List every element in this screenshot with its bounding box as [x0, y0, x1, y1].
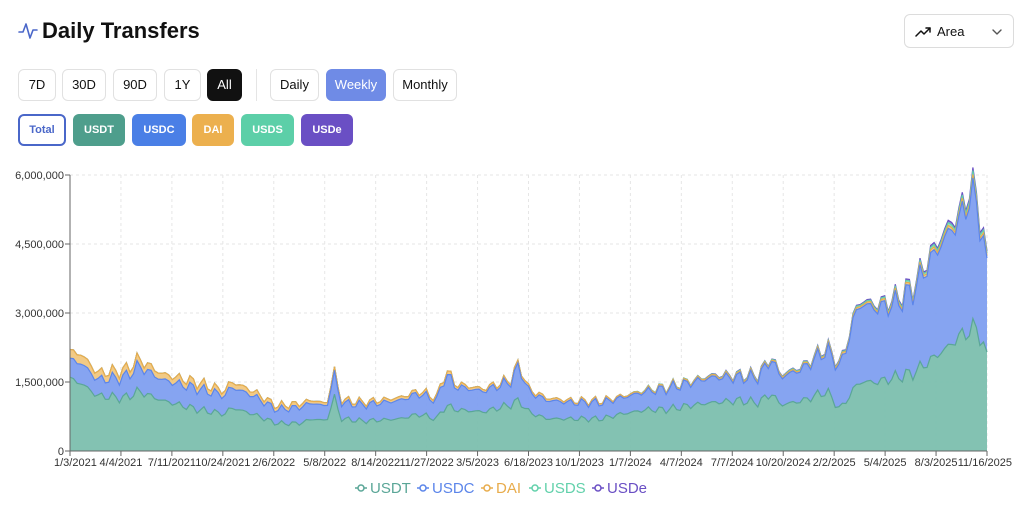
area-chart-svg: 0 1,500,000 3,000,000 4,500,000 6,000,000 1/3… — [15, 167, 1012, 497]
controls-divider — [256, 69, 257, 101]
y-tick-label: 6,000,000 — [15, 170, 64, 182]
x-tick-label: 10/1/2023 — [555, 457, 604, 469]
trending-up-icon — [915, 27, 931, 37]
x-tick-label: 5/4/2025 — [864, 457, 907, 469]
x-tick-label: 11/16/2025 — [958, 457, 1012, 469]
legend-label-usdc: USDC — [432, 480, 475, 497]
series-dai-button[interactable]: DAI — [192, 114, 234, 146]
x-tick-label: 4/7/2024 — [660, 457, 703, 469]
x-tick-label: 1/3/2021 — [54, 457, 97, 469]
x-tick-label: 8/3/2025 — [915, 457, 958, 469]
range-90d-button[interactable]: 90D — [113, 69, 157, 101]
x-tick-label: 10/24/2021 — [195, 457, 250, 469]
line-usdt — [69, 316, 988, 427]
x-tick-label: 1/7/2024 — [609, 457, 652, 469]
x-tick-label: 3/5/2023 — [456, 457, 499, 469]
legend-swatch-marker — [594, 484, 602, 492]
x-tick-label: 2/6/2022 — [252, 457, 295, 469]
x-tick-label: 4/4/2021 — [100, 457, 143, 469]
series-usdt-button[interactable]: USDT — [73, 114, 125, 146]
legend-label-usdt: USDT — [370, 480, 411, 497]
x-tick-label: 7/7/2024 — [711, 457, 754, 469]
activity-icon — [18, 23, 38, 39]
series-usde-button[interactable]: USDe — [301, 114, 353, 146]
y-tick-label: 3,000,000 — [15, 308, 64, 320]
range-all-button[interactable]: All — [207, 69, 242, 101]
line-usdc — [69, 177, 988, 414]
y-tick-label: 0 — [58, 446, 64, 458]
chart-type-label: Area — [937, 24, 965, 39]
legend-label-dai: DAI — [496, 480, 521, 497]
legend-swatch-marker — [531, 484, 539, 492]
x-tick-label: 10/20/2024 — [756, 457, 811, 469]
interval-weekly-button[interactable]: Weekly — [326, 69, 386, 101]
interval-monthly-button[interactable]: Monthly — [393, 69, 457, 101]
series-usds-button[interactable]: USDS — [241, 114, 294, 146]
range-30d-button[interactable]: 30D — [62, 69, 106, 101]
header: Daily Transfers Area — [18, 14, 1014, 50]
x-tick-label: 7/11/2021 — [148, 457, 196, 469]
chart-type-select[interactable]: Area — [904, 14, 1014, 48]
legend-swatch-marker — [357, 484, 365, 492]
interval-daily-button[interactable]: Daily — [270, 69, 319, 101]
x-tick-label: 5/8/2022 — [303, 457, 346, 469]
range-7d-button[interactable]: 7D — [18, 69, 56, 101]
transfers-chart: 0 1,500,000 3,000,000 4,500,000 6,000,000 1/3… — [0, 160, 1032, 519]
chevron-down-icon — [992, 29, 1002, 35]
y-tick-label: 4,500,000 — [15, 239, 64, 251]
page-title: Daily Transfers — [42, 18, 200, 43]
legend-label-usde: USDe — [607, 480, 647, 497]
x-tick-label: 2/2/2025 — [813, 457, 856, 469]
range-1y-button[interactable]: 1Y — [164, 69, 201, 101]
legend-swatch-marker — [419, 484, 427, 492]
legend-swatch-marker — [483, 484, 491, 492]
series-usdc-button[interactable]: USDC — [132, 114, 186, 146]
x-tick-label: 11/27/2022 — [399, 457, 453, 469]
x-tick-label: 8/14/2022 — [351, 457, 400, 469]
y-tick-label: 1,500,000 — [15, 377, 64, 389]
series-total-button[interactable]: Total — [18, 114, 66, 146]
x-tick-label: 6/18/2023 — [504, 457, 553, 469]
area-usdt — [70, 318, 987, 451]
legend-label-usds: USDS — [544, 480, 586, 497]
